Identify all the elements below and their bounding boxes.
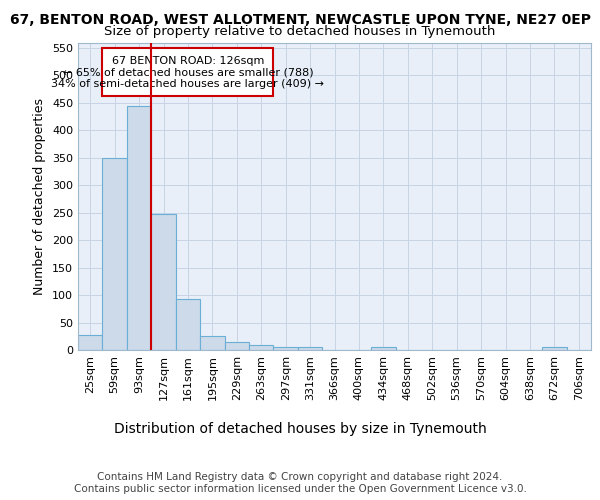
Text: Contains HM Land Registry data © Crown copyright and database right 2024.
Contai: Contains HM Land Registry data © Crown c… [74,472,526,494]
Text: Distribution of detached houses by size in Tynemouth: Distribution of detached houses by size … [113,422,487,436]
Bar [274,348,298,350]
Bar [249,344,274,350]
Bar [78,334,103,350]
Bar [103,158,127,350]
Bar [176,300,200,350]
Bar [224,342,249,350]
Bar [298,346,322,350]
Bar [200,336,224,350]
Text: 67, BENTON ROAD, WEST ALLOTMENT, NEWCASTLE UPON TYNE, NE27 0EP: 67, BENTON ROAD, WEST ALLOTMENT, NEWCAST… [10,12,590,26]
Text: 67 BENTON ROAD: 126sqm
← 65% of detached houses are smaller (788)
34% of semi-de: 67 BENTON ROAD: 126sqm ← 65% of detached… [52,56,325,89]
Bar [371,348,395,350]
Bar [127,106,151,350]
Y-axis label: Number of detached properties: Number of detached properties [34,98,46,294]
Text: Size of property relative to detached houses in Tynemouth: Size of property relative to detached ho… [104,25,496,38]
Bar [151,214,176,350]
Bar [542,348,566,350]
FancyBboxPatch shape [103,48,274,96]
